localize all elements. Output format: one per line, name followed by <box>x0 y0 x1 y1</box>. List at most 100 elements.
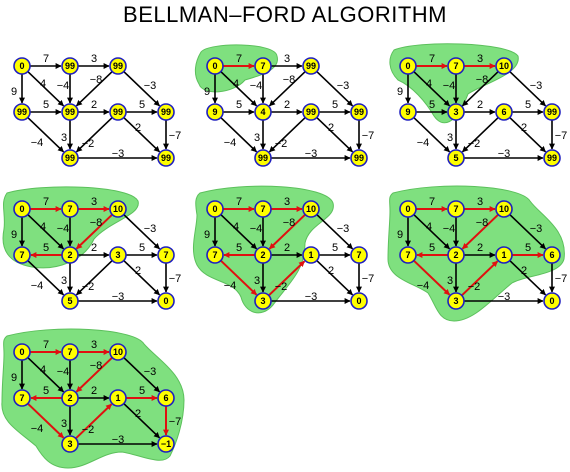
edge-weight-label: 2 <box>91 99 97 111</box>
node-a <box>254 57 272 75</box>
panel-4: 7 394 −4 −8 −35 2 53−4 −22−7−30 7 107 2 3 75 0 <box>2 186 181 310</box>
node-c-distance: 99 <box>17 107 27 117</box>
node-h-distance: 0 <box>356 296 361 306</box>
edge-c-g <box>27 259 65 296</box>
edge-weight-label: −3 <box>144 80 157 92</box>
edge-weight-label: 3 <box>447 132 453 144</box>
edge-weight-label: 2 <box>135 408 141 420</box>
edge-weight-label: −3 <box>498 291 511 303</box>
edge-weight-label: 5 <box>43 242 49 254</box>
edge-weight-label: −2 <box>468 138 481 150</box>
edge-weight-label: 7 <box>429 53 435 65</box>
edge-e-h <box>316 116 354 153</box>
node-f-distance: 99 <box>161 107 171 117</box>
node-c-distance: 7 <box>212 250 217 260</box>
edge-weight-label: −4 <box>57 80 70 92</box>
node-e <box>302 103 320 121</box>
edge-weight-label: −2 <box>275 138 288 150</box>
node-f <box>157 389 175 407</box>
edge-weight-label: 2 <box>477 242 483 254</box>
node-b-distance: 99 <box>306 61 316 71</box>
edge-weight-label: −3 <box>337 80 350 92</box>
edge-s-d <box>27 356 65 393</box>
edge-weight-label: 2 <box>135 122 141 134</box>
edge-weight-label: 4 <box>40 221 46 233</box>
edge-e-h <box>509 259 547 296</box>
node-h <box>350 292 368 310</box>
edge-weight-label: 9 <box>397 86 403 98</box>
visited-region <box>387 185 565 322</box>
node-f-distance: 99 <box>547 107 557 117</box>
node-d <box>447 103 465 121</box>
node-h-distance: 99 <box>547 153 557 163</box>
node-h-distance: −1 <box>161 439 171 449</box>
node-s-distance: 0 <box>212 61 217 71</box>
node-d-distance: 2 <box>260 250 265 260</box>
edge-weight-label: 4 <box>40 78 46 90</box>
edge-e-h <box>123 259 161 296</box>
node-e-distance: 1 <box>308 250 313 260</box>
edge-weight-label: −4 <box>57 223 70 235</box>
edge-weight-label: −7 <box>362 130 375 142</box>
edge-weight-label: 5 <box>525 242 531 254</box>
edge-weight-label: −7 <box>555 130 568 142</box>
panel-6: 7 3 9 4 −4 −8 −3 5 2 5 3 −4 −2 2 −7 −3 0 7 10 7 2 1 6 3 0 <box>387 185 568 322</box>
edge-b-d <box>268 70 306 107</box>
node-b <box>109 343 127 361</box>
node-g-distance: 5 <box>67 296 72 306</box>
edge-b-f <box>316 70 354 107</box>
node-a <box>61 200 79 218</box>
edge-weight-label: 9 <box>204 86 210 98</box>
edge-s-d <box>413 213 451 250</box>
figure-title: BELLMAN–FORD ALGORITHM <box>123 2 447 27</box>
edge-weight-label: 2 <box>284 242 290 254</box>
edge-s-d <box>27 70 65 107</box>
node-b <box>109 200 127 218</box>
edge-weight-label: −7 <box>169 130 182 142</box>
edge-b-d <box>75 70 113 107</box>
node-d <box>447 246 465 264</box>
node-b <box>495 57 513 75</box>
edge-b-d <box>461 213 499 250</box>
edge-weight-label: −3 <box>112 291 125 303</box>
node-g <box>61 435 79 453</box>
node-e <box>495 246 513 264</box>
edge-weight-label: −4 <box>224 137 237 149</box>
edge-b-d <box>75 213 113 250</box>
panel-3: 7 394 −4 −8 −35 2 53−4 −22−7−30 7 109 3 6 995 99 <box>389 43 568 167</box>
edge-weight-label: 3 <box>61 418 67 430</box>
edge-weight-label: −8 <box>90 360 103 372</box>
panel-1: 7 3 9 4 −4 −8 −3 5 2 5 3 −4 −2 2 −7 −3 0 99 99 99 99 99 99 99 99 <box>11 53 182 167</box>
node-f <box>350 246 368 264</box>
edge-weight-label: 5 <box>429 99 435 111</box>
node-c-distance: 7 <box>19 393 24 403</box>
edge-weight-label: −3 <box>144 223 157 235</box>
node-d-distance: 99 <box>65 107 75 117</box>
edge-weight-label: −4 <box>224 280 237 292</box>
edge-weight-label: 5 <box>43 99 49 111</box>
node-c <box>13 389 31 407</box>
node-e <box>109 389 127 407</box>
node-a <box>61 343 79 361</box>
edge-b-f <box>509 213 547 250</box>
node-s <box>13 57 31 75</box>
edge-weight-label: 3 <box>447 275 453 287</box>
edge-weight-label: 3 <box>254 275 260 287</box>
edge-weight-label: −4 <box>417 137 430 149</box>
edge-weight-label: −3 <box>112 434 125 446</box>
edge-weight-label: 5 <box>332 242 338 254</box>
node-b-distance: 10 <box>113 204 123 214</box>
edge-c-g <box>413 259 451 296</box>
edge-weight-label: −2 <box>468 281 481 293</box>
node-g-distance: 3 <box>260 296 265 306</box>
edge-e-h <box>509 116 547 153</box>
node-a-distance: 7 <box>260 61 265 71</box>
edge-weight-label: −8 <box>476 74 489 86</box>
edge-weight-label: −7 <box>555 273 568 285</box>
node-h-distance: 0 <box>549 296 554 306</box>
node-b-distance: 10 <box>113 347 123 357</box>
node-a-distance: 7 <box>260 204 265 214</box>
edge-weight-label: 3 <box>61 275 67 287</box>
